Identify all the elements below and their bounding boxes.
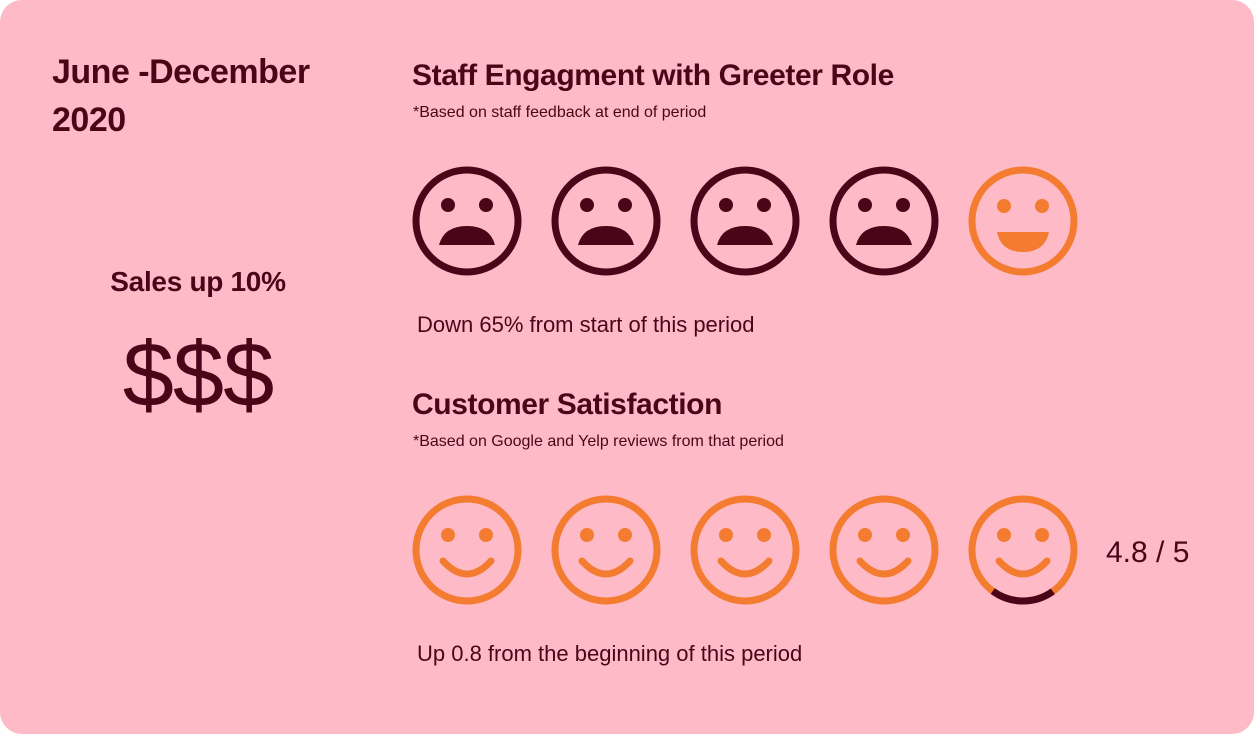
face-mouth [578, 226, 634, 245]
face-eye [618, 198, 632, 212]
face-eye [479, 528, 493, 542]
rating-face [967, 494, 1079, 606]
smile-face-icon [412, 495, 522, 605]
customer-satisfaction-title: Customer Satisfaction [412, 388, 722, 421]
face-mouth [717, 226, 773, 245]
sad-face-icon [412, 166, 522, 276]
staff-engagement-title: Staff Engagment with Greeter Role [412, 59, 894, 92]
face-eye [896, 528, 910, 542]
rating-value: 4.8 / 5 [1106, 536, 1190, 569]
face-outline [829, 166, 939, 276]
face-mouth [578, 557, 634, 578]
face-eye [997, 528, 1011, 542]
face-eye [719, 198, 733, 212]
sales-label: Sales up 10% [110, 266, 286, 297]
smile-face-icon [968, 495, 1078, 605]
face-eye [1035, 528, 1049, 542]
rating-face [411, 494, 523, 606]
sad-face-icon [551, 166, 661, 276]
sad-face-icon [690, 166, 800, 276]
face-outline [412, 495, 522, 605]
face-outline [968, 495, 1078, 605]
face-eye [757, 198, 771, 212]
customer-satisfaction-summary: Up 0.8 from the beginning of this period [417, 641, 803, 666]
face-outline [829, 495, 939, 605]
face-outline [690, 495, 800, 605]
face-eye [441, 528, 455, 542]
face-eye [757, 528, 771, 542]
face-mouth [997, 232, 1049, 252]
face-mouth [995, 557, 1051, 578]
staff-face [689, 165, 801, 277]
rating-face [550, 494, 662, 606]
face-eye [441, 198, 455, 212]
face-eye [997, 199, 1011, 213]
face-outline [968, 166, 1078, 276]
face-mouth [439, 557, 495, 578]
smile-face-icon [551, 495, 661, 605]
face-eye [618, 528, 632, 542]
face-eye [858, 198, 872, 212]
period-heading: June -December 2020 [52, 53, 310, 139]
face-outline [551, 495, 661, 605]
face-eye [479, 198, 493, 212]
face-mouth [856, 226, 912, 245]
face-outline [690, 166, 800, 276]
face-mouth [717, 557, 773, 578]
face-mouth [439, 226, 495, 245]
staff-face [411, 165, 523, 277]
staff-face [550, 165, 662, 277]
face-eye [896, 198, 910, 212]
face-eye [580, 198, 594, 212]
dollar-icon: $$$ [122, 324, 275, 426]
smile-face-icon [690, 495, 800, 605]
staff-engagement-summary: Down 65% from start of this period [417, 312, 755, 337]
face-outline [551, 166, 661, 276]
face-outline [412, 166, 522, 276]
customer-satisfaction-note: *Based on Google and Yelp reviews from t… [413, 433, 784, 450]
happy-face-icon [968, 166, 1078, 276]
face-eye [719, 528, 733, 542]
sad-face-icon [829, 166, 939, 276]
rating-remainder-arc [968, 495, 1078, 605]
face-eye [580, 528, 594, 542]
rating-face [689, 494, 801, 606]
staff-face [967, 165, 1079, 277]
rating-face [828, 494, 940, 606]
staff-face [828, 165, 940, 277]
face-eye [1035, 199, 1049, 213]
smile-face-icon [829, 495, 939, 605]
staff-engagement-note: *Based on staff feedback at end of perio… [413, 104, 707, 121]
face-mouth [856, 557, 912, 578]
face-eye [858, 528, 872, 542]
